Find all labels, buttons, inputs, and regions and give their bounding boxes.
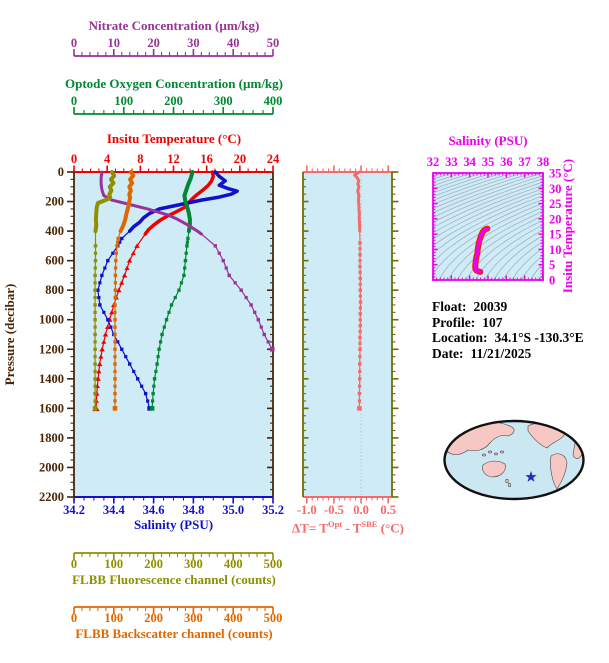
float-info-date: Date: 11/21/2025 [432,346,584,362]
delta-t-axis-title: ΔT= TOpt - TSBE (°C) [262,517,434,535]
ts-diagram-title: Salinity (PSU) [448,133,528,148]
date-label: Date: [432,345,464,361]
delta-t-title-sup-sbe: SBE [361,519,378,529]
backscatter-axis-title: FLBB Backscatter channel (counts) [75,626,273,641]
nitrate-axis-title: Nitrate Concentration (µm/kg) [88,18,260,33]
svg-text:20: 20 [234,152,247,166]
svg-text:1200: 1200 [39,342,64,356]
svg-text:35.0: 35.0 [222,503,244,517]
svg-text:36: 36 [500,155,513,169]
svg-text:34.8: 34.8 [182,503,204,517]
svg-text:30: 30 [549,182,562,196]
location-label: Location: [432,330,488,346]
svg-text:33: 33 [445,155,458,169]
svg-text:300: 300 [184,557,203,571]
delta-t-title-mid: - T [342,520,362,536]
svg-text:34.4: 34.4 [103,503,126,517]
svg-text:30: 30 [187,36,200,50]
delta-t-title-prefix: ΔT= T [292,520,328,536]
profile-label: Profile: [432,314,476,330]
svg-text:16: 16 [200,152,213,166]
svg-text:0: 0 [71,36,77,50]
svg-text:Insitu Temperature (°C): Insitu Temperature (°C) [560,159,575,293]
world-map [443,419,585,501]
float-value: 20039 [473,299,508,314]
svg-text:2000: 2000 [39,460,64,474]
oxygen-axis-title: Optode Oxygen Concentration (µm/kg) [64,76,283,91]
svg-text:34.2: 34.2 [63,503,85,517]
location-value: 34.1°S -130.3°E [494,330,584,346]
svg-text:200: 200 [144,611,163,625]
temperature-axis-title: Insitu Temperature (°C) [106,131,242,146]
svg-text:37: 37 [518,155,531,169]
svg-text:38: 38 [537,155,550,169]
svg-text:200: 200 [45,195,64,209]
svg-text:0.5: 0.5 [380,503,396,517]
float-info-profile: Profile: 107 [432,315,584,331]
svg-text:200: 200 [144,557,163,571]
svg-text:100: 100 [104,557,123,571]
svg-text:800: 800 [45,283,64,297]
svg-text:400: 400 [264,94,283,108]
svg-text:300: 300 [214,94,233,108]
svg-text:Pressure (decibar): Pressure (decibar) [2,284,17,386]
svg-text:1400: 1400 [39,372,64,386]
salinity-axis-title: Salinity (PSU) [133,517,214,532]
svg-text:0: 0 [549,274,555,288]
float-info-block: Float: 20039 Profile: 107 Location: 34.1°S … [432,299,584,361]
svg-text:35: 35 [549,167,562,181]
svg-text:8: 8 [137,152,143,166]
svg-text:25: 25 [549,197,562,211]
delta-t-title-suffix: (°C) [377,520,404,536]
svg-text:1000: 1000 [39,313,64,327]
svg-text:32: 32 [427,155,440,169]
svg-text:4: 4 [104,152,111,166]
svg-text:400: 400 [45,224,64,238]
svg-text:10: 10 [108,36,121,50]
svg-text:40: 40 [227,36,240,50]
float-label: Float: [432,299,467,314]
svg-text:0: 0 [71,557,77,571]
svg-text:35: 35 [482,155,495,169]
svg-text:35.2: 35.2 [262,503,284,517]
svg-text:12: 12 [167,152,180,166]
svg-text:34.6: 34.6 [143,503,165,517]
svg-text:20: 20 [147,36,160,50]
svg-text:10: 10 [549,243,562,257]
svg-text:500: 500 [264,557,283,571]
svg-text:600: 600 [45,254,64,268]
svg-text:5: 5 [549,258,555,272]
svg-text:400: 400 [224,611,243,625]
fluorescence-axis-title: FLBB Fluorescence channel (counts) [72,572,276,587]
svg-text:24: 24 [267,152,280,166]
svg-text:0: 0 [71,611,77,625]
svg-text:100: 100 [114,94,133,108]
profile-value: 107 [482,314,503,330]
svg-text:200: 200 [164,94,183,108]
svg-text:0: 0 [71,152,77,166]
svg-text:300: 300 [184,611,203,625]
svg-text:1800: 1800 [39,431,64,445]
svg-text:0: 0 [71,94,77,108]
svg-text:2200: 2200 [39,490,64,504]
float-info-float: Float: 20039 [432,299,584,315]
svg-text:-0.5: -0.5 [324,503,344,517]
svg-text:15: 15 [549,228,562,242]
svg-text:-1.0: -1.0 [297,503,317,517]
float-location-star [525,471,537,482]
svg-text:50: 50 [267,36,280,50]
svg-text:1600: 1600 [39,401,64,415]
svg-text:400: 400 [224,557,243,571]
svg-text:100: 100 [104,611,123,625]
svg-text:500: 500 [264,611,283,625]
svg-text:0.0: 0.0 [353,503,369,517]
delta-t-title-sup-opt: Opt [327,519,343,529]
date-value: 11/21/2025 [470,345,532,361]
svg-text:34: 34 [463,155,476,169]
svg-text:20: 20 [549,212,562,226]
svg-text:0: 0 [58,165,64,179]
float-info-location: Location: 34.1°S -130.3°E [432,330,584,346]
